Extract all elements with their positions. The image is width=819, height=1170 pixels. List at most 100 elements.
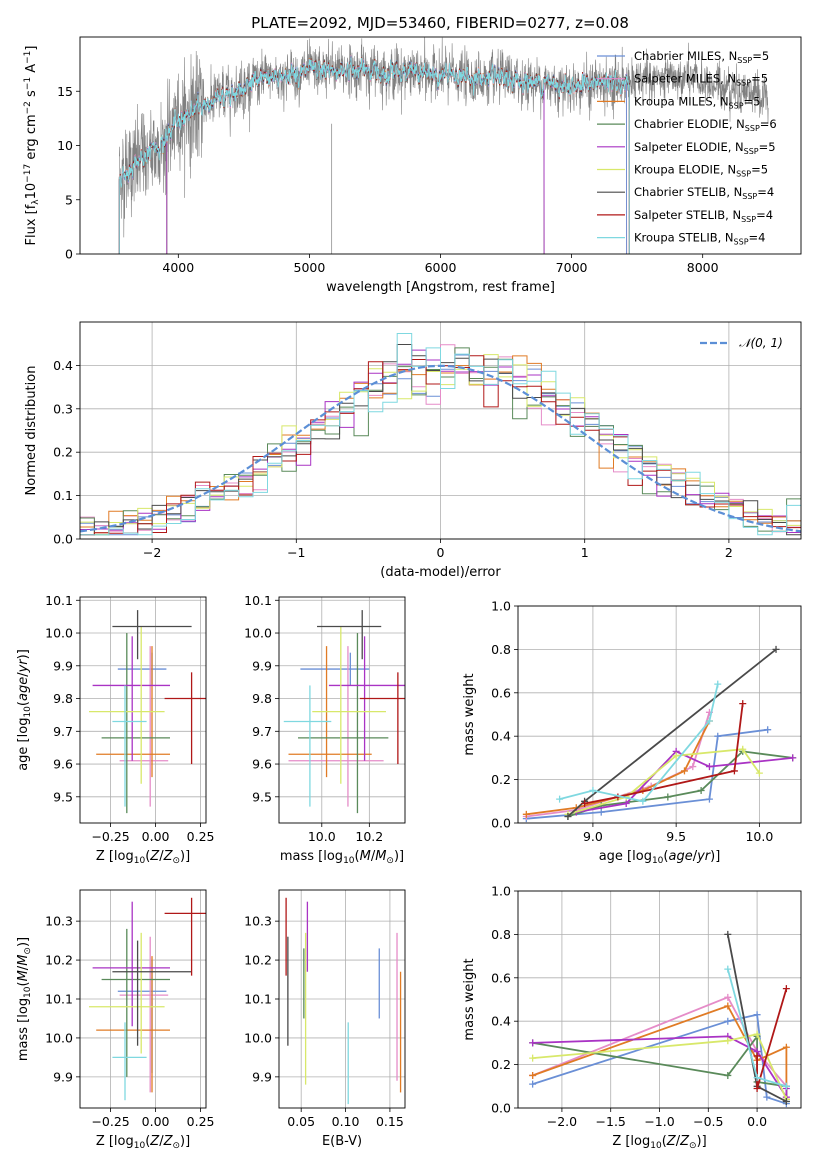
y-tick-label: 9.8 bbox=[252, 691, 272, 706]
y-tick-label: 0.2 bbox=[491, 772, 511, 787]
x-tick-label: 8000 bbox=[687, 260, 719, 275]
x-tick-label: 0.05 bbox=[287, 1114, 315, 1129]
y-tick-label: 0.4 bbox=[491, 729, 511, 744]
weight-marker bbox=[724, 1071, 732, 1079]
x-tick-label: 0 bbox=[437, 545, 445, 560]
legend-label: Salpeter ELODIE, NSSP=5 bbox=[634, 140, 776, 156]
x-tick-label: 6000 bbox=[425, 260, 457, 275]
weight-marker bbox=[782, 985, 790, 993]
panel-spectrum: 4000 5000 6000 7000 8000 0 5 10 15 wavelength [An… bbox=[23, 36, 802, 295]
y-tick-label: 0.4 bbox=[491, 1014, 511, 1029]
legend-label: Chabrier ELODIE, NSSP=6 bbox=[634, 117, 777, 133]
x-tick-label: 10.0 bbox=[308, 829, 336, 844]
x-tick-label: −1.0 bbox=[644, 1114, 674, 1129]
weight-marker bbox=[705, 763, 713, 771]
weight-marker bbox=[664, 793, 672, 801]
y-tick-label: 9.9 bbox=[53, 1069, 73, 1084]
weight-line bbox=[526, 712, 711, 818]
y-tick-label: 0.0 bbox=[491, 816, 511, 831]
weight-marker bbox=[724, 1037, 732, 1045]
legend-label: Kroupa STELIB, NSSP=4 bbox=[634, 231, 765, 247]
y-tick-label: 0.4 bbox=[53, 358, 73, 373]
y-tick-label: 0 bbox=[65, 247, 73, 262]
y-tick-label: 10.1 bbox=[45, 992, 73, 1007]
weight-marker bbox=[772, 645, 780, 653]
legend-label: 𝒩(0, 1) bbox=[739, 336, 783, 350]
weight-marker bbox=[697, 786, 705, 794]
y-tick-label: 9.9 bbox=[53, 658, 73, 673]
x-tick-label: −0.25 bbox=[91, 1114, 129, 1129]
x-tick-label: 0.0 bbox=[747, 1114, 767, 1129]
y-tick-label: 0.2 bbox=[53, 445, 73, 460]
panel-mass-ebv: 0.05 0.10 0.15 9.9 10.0 10.1 10.2 10.3 E(B-V) bbox=[244, 889, 406, 1149]
weight-marker bbox=[597, 808, 605, 816]
x-tick-label: 9.5 bbox=[666, 829, 686, 844]
legend-label: Chabrier STELIB, NSSP=4 bbox=[634, 185, 774, 201]
y-tick-label: 10.1 bbox=[45, 593, 73, 608]
x-tick-label: −1 bbox=[287, 545, 305, 560]
y-tick-label: 10.3 bbox=[244, 914, 272, 929]
y-tick-label: 10.2 bbox=[244, 953, 272, 968]
x-tick-label: 2 bbox=[725, 545, 733, 560]
y-tick-label: 10.1 bbox=[244, 992, 272, 1007]
y-tick-label: 9.7 bbox=[53, 724, 73, 739]
model-line bbox=[118, 57, 630, 254]
y-tick-label: 9.7 bbox=[252, 724, 272, 739]
plot-area bbox=[285, 897, 402, 1105]
y-tick-label: 0.8 bbox=[491, 927, 511, 942]
y-tick-label: 0.0 bbox=[53, 532, 73, 547]
panel-weight-age: 9.0 9.5 10.0 0.0 0.2 0.4 0.6 0.8 1.0 age [log10(a… bbox=[462, 599, 802, 866]
x-axis-label: Z [log10(Z/Z⊙)] bbox=[96, 849, 190, 866]
weight-line bbox=[526, 728, 768, 820]
y-tick-label: 9.9 bbox=[252, 658, 272, 673]
x-axis-label: age [log10(age/yr)] bbox=[599, 849, 721, 866]
plot-area bbox=[283, 610, 405, 814]
panel-mass-Z: −0.25 0.00 0.25 9.9 10.0 10.1 10.2 10.3 Z [log10… bbox=[16, 889, 215, 1151]
plot-area bbox=[118, 37, 769, 254]
y-tick-label: 10.0 bbox=[45, 626, 73, 641]
weight-marker bbox=[724, 930, 732, 938]
y-tick-label: 9.6 bbox=[252, 757, 272, 772]
panel-age-Z: −0.25 0.00 0.25 9.5 9.6 9.7 9.8 9.9 10.0 10.1 Z [l… bbox=[16, 593, 215, 866]
plot-area bbox=[89, 610, 206, 814]
x-tick-label: 5000 bbox=[294, 260, 326, 275]
axes-frame bbox=[79, 889, 207, 1109]
weight-marker bbox=[680, 767, 688, 775]
weight-marker bbox=[764, 726, 772, 734]
axes-frame bbox=[278, 889, 406, 1109]
x-tick-label: 7000 bbox=[556, 260, 588, 275]
y-axis-label: age [log10(age/yr)] bbox=[16, 649, 33, 771]
weight-marker bbox=[529, 1080, 537, 1088]
y-tick-label: 10 bbox=[57, 138, 73, 153]
weight-marker bbox=[789, 754, 797, 762]
x-axis-label: (data-model)/error bbox=[380, 565, 501, 580]
x-tick-label: −2.0 bbox=[547, 1114, 577, 1129]
axes-frame bbox=[79, 321, 802, 540]
x-tick-label: 4000 bbox=[162, 260, 194, 275]
weight-marker bbox=[529, 1054, 537, 1062]
x-tick-label: 0.25 bbox=[187, 829, 215, 844]
y-tick-label: 0.3 bbox=[53, 401, 73, 416]
legend-label: Salpeter STELIB, NSSP=4 bbox=[634, 208, 773, 224]
y-tick-label: 0.6 bbox=[491, 685, 511, 700]
weight-line bbox=[532, 1033, 788, 1100]
y-tick-label: 0.8 bbox=[491, 642, 511, 657]
y-tick-label: 10.3 bbox=[45, 914, 73, 929]
x-tick-label: −0.5 bbox=[693, 1114, 723, 1129]
x-tick-label: 0.00 bbox=[142, 829, 170, 844]
axes-frame bbox=[79, 36, 802, 255]
x-axis-label: Z [log10(Z/Z⊙)] bbox=[96, 1134, 190, 1151]
x-tick-label: −1.5 bbox=[596, 1114, 626, 1129]
weight-marker bbox=[522, 810, 530, 818]
x-tick-label: 1 bbox=[581, 545, 589, 560]
axes-frame bbox=[278, 596, 406, 824]
plot-area bbox=[529, 930, 790, 1108]
weight-line bbox=[559, 683, 719, 803]
y-tick-label: 5 bbox=[65, 192, 73, 207]
plot-area bbox=[522, 645, 797, 823]
y-tick-label: 0.0 bbox=[491, 1101, 511, 1116]
weight-marker bbox=[672, 752, 680, 760]
weight-marker bbox=[724, 1002, 732, 1010]
weight-marker bbox=[739, 745, 747, 753]
